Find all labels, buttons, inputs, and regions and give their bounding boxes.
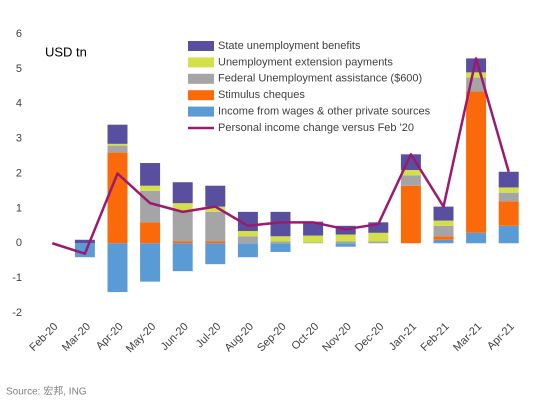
bar (335, 243, 356, 247)
bar (205, 243, 226, 265)
x-tick-label: Aug-20 (222, 321, 256, 355)
y-tick-label: -2 (12, 307, 22, 319)
bar (433, 225, 454, 237)
bar (140, 185, 161, 191)
bar (237, 231, 258, 237)
legend-swatch (188, 57, 214, 68)
bar (237, 243, 258, 258)
legend-label: Personal income change versus Feb '20 (218, 122, 414, 134)
unit-label: USD tn (45, 44, 87, 59)
bar (270, 211, 291, 237)
bar (466, 72, 487, 78)
y-tick-label: 5 (16, 63, 22, 75)
bar (498, 171, 519, 188)
x-tick-label: Apr-21 (485, 321, 517, 353)
x-tick-label: Jan-21 (387, 321, 419, 353)
bar (400, 170, 421, 176)
x-tick-label: Apr-20 (94, 321, 126, 353)
x-tick-label: Jul-20 (194, 321, 224, 351)
bar (74, 243, 95, 258)
legend-label: Stimulus cheques (218, 89, 305, 101)
bar (270, 236, 291, 242)
legend-swatch (188, 106, 214, 117)
bar (107, 152, 128, 244)
bar (466, 58, 487, 73)
legend-label: Income from wages & other private source… (218, 106, 431, 118)
bar (237, 236, 258, 244)
legend-label: Federal Unemployment assistance ($600) (218, 73, 422, 85)
bar (498, 187, 519, 193)
bar (107, 143, 128, 146)
bar (205, 211, 226, 242)
bar (433, 236, 454, 240)
x-tick-label: Mar-21 (451, 321, 484, 354)
bar (107, 243, 128, 293)
bar (140, 243, 161, 282)
x-tick-label: Feb-20 (27, 321, 60, 354)
legend-swatch (188, 90, 214, 101)
bar (303, 235, 324, 243)
bar (303, 242, 324, 244)
bar (270, 241, 291, 244)
bar (433, 220, 454, 226)
bar (205, 185, 226, 207)
legend-label: Unemployment extension payments (218, 56, 393, 68)
y-tick-label: 0 (16, 237, 22, 249)
y-tick-label: -1 (12, 272, 22, 284)
bar (172, 243, 193, 272)
bar (433, 239, 454, 244)
bar (433, 206, 454, 221)
source: Source: 宏邦, ING (6, 385, 87, 398)
x-tick-label: Nov-20 (320, 321, 354, 355)
x-tick-label: Feb-21 (419, 321, 452, 354)
bar (140, 222, 161, 244)
x-tick-label: May-20 (124, 321, 158, 355)
bar (172, 241, 193, 244)
x-tick-label: Mar-20 (60, 321, 93, 354)
y-tick-label: 2 (16, 167, 22, 179)
y-tick-label: 1 (16, 202, 22, 214)
bar (498, 201, 519, 226)
line (51, 57, 510, 255)
y-tick-label: 4 (16, 98, 22, 110)
bar (107, 145, 128, 153)
legend-swatch (188, 41, 214, 51)
bar (270, 243, 291, 252)
bar (400, 175, 421, 186)
bar (172, 210, 193, 242)
bar (205, 206, 226, 212)
y-tick-label: 6 (16, 28, 22, 40)
bar (140, 163, 161, 186)
bar (368, 241, 389, 244)
legend-swatch (188, 73, 214, 84)
bar (498, 192, 519, 202)
x-tick-label: Dec-20 (353, 321, 387, 355)
bar (335, 241, 356, 244)
bar (368, 232, 389, 242)
bar (303, 221, 324, 236)
bar (74, 239, 95, 244)
bar (172, 182, 193, 204)
bar (466, 232, 487, 244)
legend-label: State unemployment benefits (218, 40, 361, 52)
x-tick-label: Sep-20 (255, 321, 289, 355)
bar (335, 234, 356, 242)
bar (368, 222, 389, 233)
y-tick-label: 3 (16, 133, 22, 145)
bar (205, 241, 226, 244)
bar (172, 203, 193, 211)
bar (400, 185, 421, 244)
bar (107, 124, 128, 144)
x-tick-label: Oct-20 (289, 321, 321, 353)
bar (466, 91, 487, 233)
x-tick-label: Jun-20 (159, 321, 191, 353)
bar (498, 225, 519, 244)
